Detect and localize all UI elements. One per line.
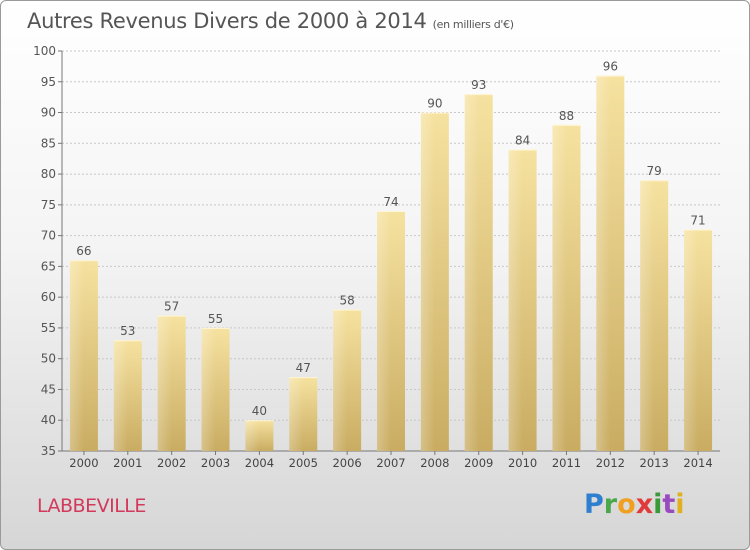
data-label-2000: 66: [76, 244, 91, 258]
data-label-2009: 93: [471, 78, 486, 92]
data-label-2013: 79: [647, 164, 662, 178]
data-label-2008: 90: [427, 97, 442, 111]
y-tick-label: 50: [41, 352, 56, 366]
data-label-2004: 40: [252, 404, 267, 418]
x-tick-label-2011: 2011: [552, 456, 581, 470]
chart-title-text: Autres Revenus Divers de 2000 à 2014: [27, 9, 427, 33]
y-tick-label: 55: [41, 321, 56, 335]
y-tick-label: 35: [41, 444, 56, 458]
bar-highlight-2009: [464, 94, 479, 452]
y-tick-label: 85: [41, 136, 56, 150]
y-tick-label: 40: [41, 413, 56, 427]
y-tick-label: 80: [41, 167, 56, 181]
chart-title: Autres Revenus Divers de 2000 à 2014 (en …: [27, 9, 514, 33]
bar-highlight-2001: [113, 340, 128, 451]
proxiti-logo[interactable]: Proxiti: [584, 489, 685, 520]
x-tick-label-2006: 2006: [332, 456, 361, 470]
bar-highlight-2005: [289, 377, 304, 451]
data-label-2014: 71: [690, 213, 705, 227]
x-tick-label-2008: 2008: [420, 456, 449, 470]
y-tick-label: 90: [41, 106, 56, 120]
chart-subtitle: (en milliers d'€): [432, 18, 514, 31]
x-tick-label-2014: 2014: [683, 456, 712, 470]
data-label-2002: 57: [164, 300, 179, 314]
x-tick-label-2005: 2005: [289, 456, 318, 470]
x-tick-label-2004: 2004: [245, 456, 274, 470]
data-label-2010: 84: [515, 133, 530, 147]
bar-highlight-2006: [333, 309, 348, 451]
bar-highlight-2008: [420, 112, 435, 452]
bar-highlight-2000: [69, 260, 84, 451]
data-label-2006: 58: [339, 293, 354, 307]
x-tick-label-2012: 2012: [596, 456, 625, 470]
data-label-2012: 96: [603, 60, 618, 74]
x-tick-label-2010: 2010: [508, 456, 537, 470]
x-tick-label-2009: 2009: [464, 456, 493, 470]
x-tick-label-2013: 2013: [640, 456, 669, 470]
y-tick-label: 70: [41, 229, 56, 243]
bar-highlight-2014: [684, 229, 699, 451]
data-label-2011: 88: [559, 109, 574, 123]
bar-highlight-2010: [508, 149, 523, 451]
x-tick-label-2001: 2001: [113, 456, 142, 470]
y-tick-label: 75: [41, 198, 56, 212]
y-tick-label: 65: [41, 259, 56, 273]
bar-highlight-2012: [596, 75, 611, 451]
y-tick-label: 45: [41, 382, 56, 396]
bar-highlight-2011: [552, 124, 567, 451]
bar-highlight-2002: [157, 315, 172, 451]
x-tick-label-2007: 2007: [376, 456, 405, 470]
y-tick-label: 60: [41, 290, 56, 304]
bar-highlight-2003: [201, 327, 216, 451]
bar-highlight-2004: [245, 420, 260, 451]
y-tick-label: 95: [41, 75, 56, 89]
x-tick-label-2003: 2003: [201, 456, 230, 470]
bar-highlight-2007: [377, 211, 391, 451]
data-label-2007: 74: [383, 195, 398, 209]
data-label-2003: 55: [208, 312, 223, 326]
place-name: LABBEVILLE: [37, 495, 146, 517]
y-tick-label: 100: [33, 44, 56, 58]
x-tick-label-2000: 2000: [69, 456, 98, 470]
bar-highlight-2013: [640, 180, 655, 451]
x-tick-label-2002: 2002: [157, 456, 186, 470]
data-label-2001: 53: [120, 324, 135, 338]
data-label-2005: 47: [296, 361, 311, 375]
